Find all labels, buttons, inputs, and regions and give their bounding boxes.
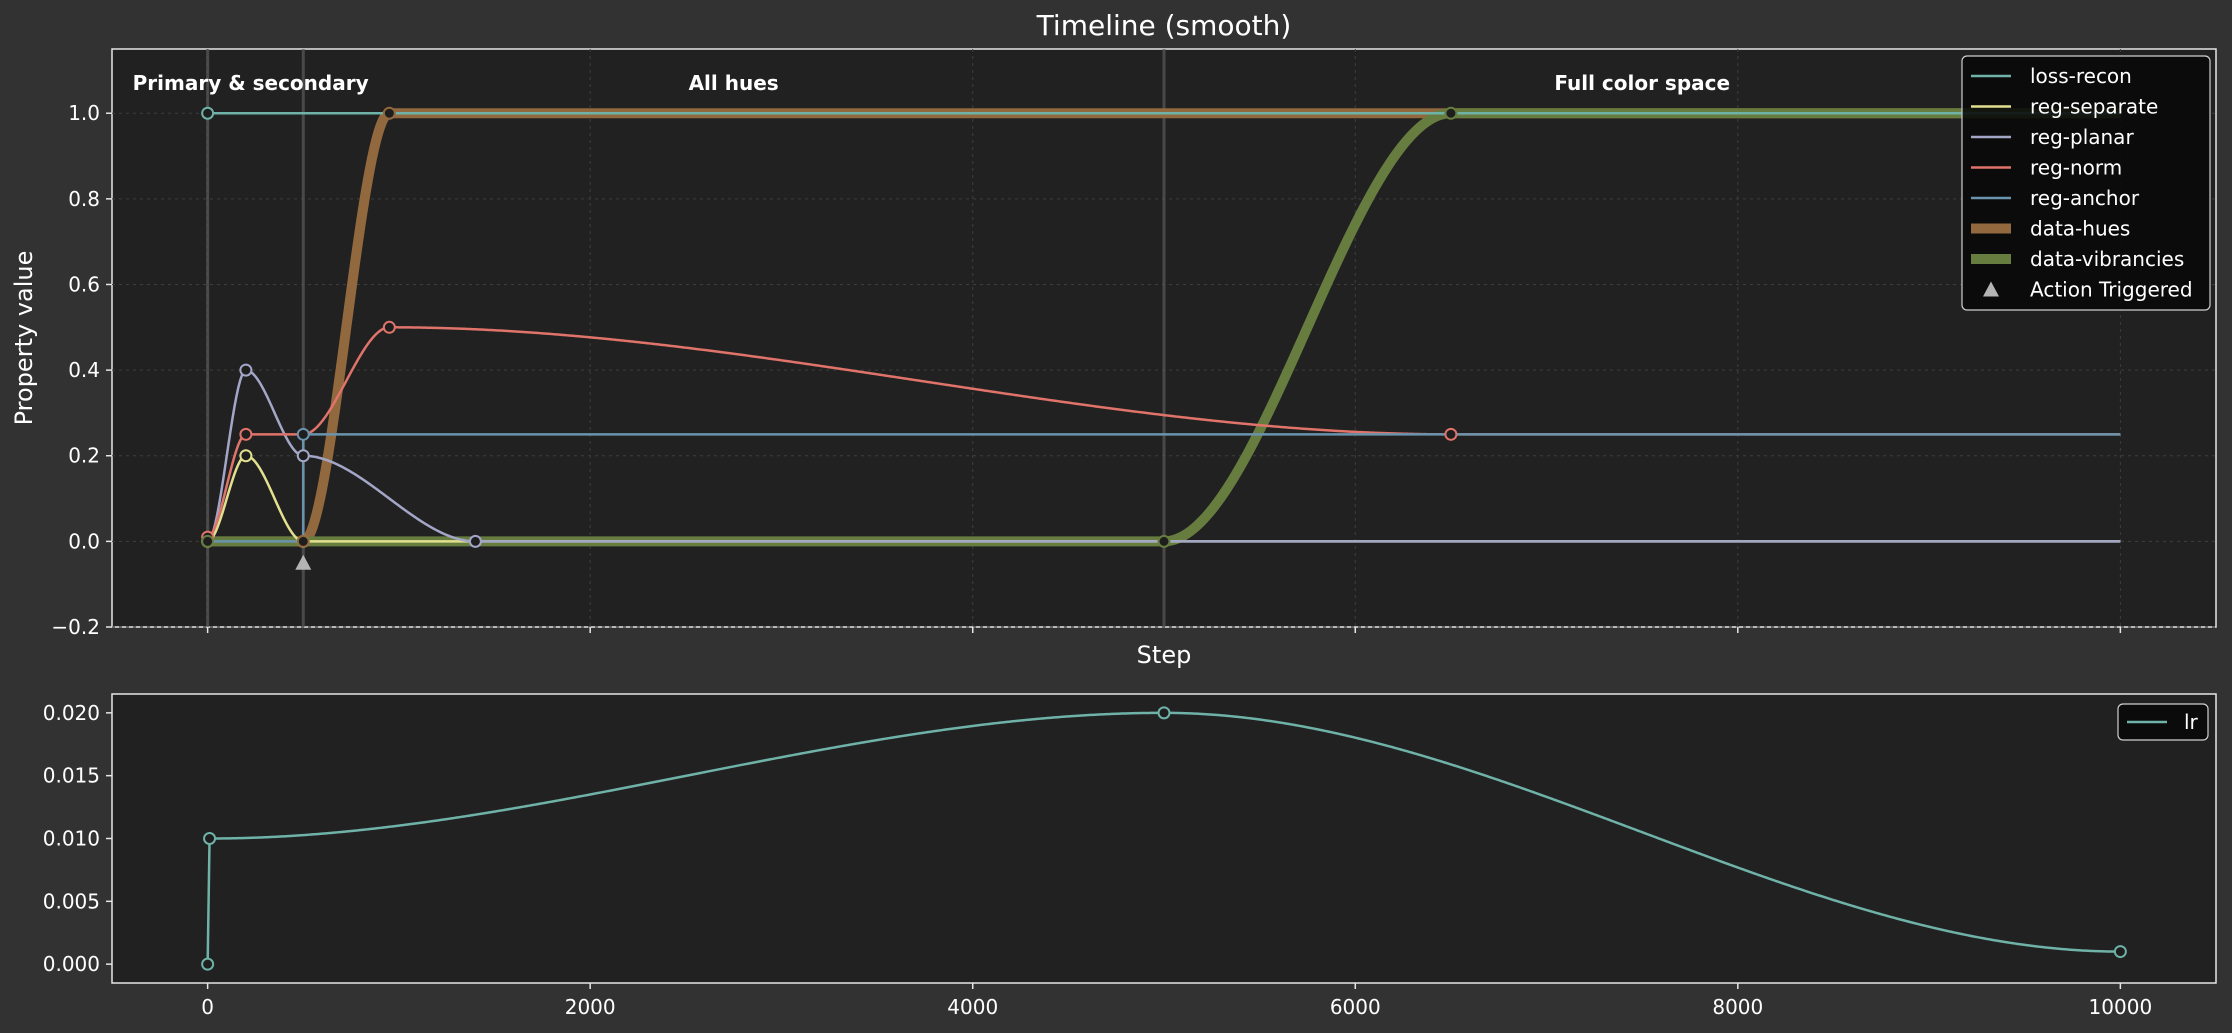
- chart-title: Timeline (smooth): [1036, 9, 1292, 42]
- legend-label: data-hues: [2030, 217, 2130, 241]
- keyframe-marker-lr: [2113, 945, 2127, 959]
- legend-label: lr: [2184, 710, 2199, 734]
- x-tick-label: 0: [201, 995, 214, 1019]
- y-axis-label: Property value: [10, 251, 38, 426]
- y-ticks: −0.2 0.0 0.2 0.4 0.6 0.8 1.0: [51, 101, 112, 639]
- y-tick-label: 0.005: [43, 889, 100, 913]
- y-tick-label: 0.2: [68, 444, 100, 468]
- y-tick-label: 0.8: [68, 187, 100, 211]
- keyframe-markers: [201, 706, 2127, 971]
- keyframe-marker-reg-norm: [239, 427, 253, 441]
- keyframe-marker-data-vibrancies: [1444, 106, 1458, 120]
- x-tick-label: 8000: [1712, 995, 1763, 1019]
- timeline-chart: Timeline (smooth) Primary & secondary All…: [10, 9, 2217, 669]
- x-ticks: 0 2000 4000 6000 8000 10000: [201, 983, 2152, 1019]
- y-tick-label: −0.2: [51, 615, 100, 639]
- keyframe-marker-data-vibrancies: [201, 534, 215, 548]
- keyframe-marker-loss-recon: [201, 106, 215, 120]
- keyframe-marker-reg-separate: [239, 449, 253, 463]
- keyframe-marker-reg-norm: [382, 320, 396, 334]
- series-line-reg-anchor: [207, 433, 2121, 543]
- keyframe-marker-data-vibrancies: [1157, 534, 1171, 548]
- keyframe-marker-reg-planar: [296, 449, 310, 463]
- lr-chart: 0.000 0.005 0.010 0.015 0.020 0 2000 4000 6000 8…: [43, 693, 2217, 1019]
- y-tick-label: 0.020: [43, 701, 100, 725]
- y-tick-label: 0.0: [68, 529, 100, 553]
- x-tick-label: 4000: [947, 995, 998, 1019]
- legend: loss-recon reg-separate reg-planar reg-norm…: [1961, 55, 2211, 311]
- legend-swatch-action: [1983, 281, 1999, 297]
- legend-label: reg-norm: [2030, 156, 2122, 180]
- phase-label: Primary & secondary: [133, 71, 369, 95]
- keyframe-marker-lr: [203, 832, 217, 845]
- phase-label: Full color space: [1554, 71, 1730, 95]
- y-tick-label: 0.000: [43, 952, 100, 976]
- legend-label: reg-anchor: [2030, 186, 2140, 210]
- legend-label: data-vibrancies: [2030, 247, 2184, 271]
- y-tick-label: 0.4: [68, 358, 100, 382]
- x-tick-label: 2000: [565, 995, 616, 1019]
- x-ticks: [206, 627, 2122, 633]
- keyframe-marker-reg-planar: [468, 534, 482, 548]
- action-markers: [295, 554, 312, 570]
- y-ticks: 0.000 0.005 0.010 0.015 0.020: [43, 701, 112, 976]
- keyframe-marker-data-hues: [382, 106, 396, 120]
- phase-labels: Primary & secondary All hues Full color sp…: [133, 71, 1730, 95]
- keyframe-marker-data-hues: [296, 534, 310, 548]
- x-tick-label: 10000: [2089, 995, 2153, 1019]
- keyframe-marker-lr: [1157, 706, 1171, 720]
- keyframe-marker-reg-norm: [1444, 427, 1458, 441]
- phase-label: All hues: [689, 71, 779, 95]
- x-axis-label: Step: [1137, 641, 1192, 669]
- keyframe-marker-reg-planar: [239, 363, 253, 377]
- action-triggered-marker: [295, 554, 312, 570]
- x-tick-label: 6000: [1330, 995, 1381, 1019]
- y-tick-label: 0.010: [43, 827, 100, 851]
- plot-area: [111, 693, 2217, 984]
- legend-label: reg-planar: [2030, 125, 2134, 149]
- legend-box: [1961, 55, 2211, 311]
- y-tick-label: 0.6: [68, 272, 100, 296]
- legend-label: loss-recon: [2030, 64, 2132, 88]
- keyframe-marker-reg-anchor: [296, 427, 310, 441]
- keyframe-markers: [201, 106, 1458, 548]
- y-tick-label: 1.0: [68, 101, 100, 125]
- legend-label: reg-separate: [2030, 95, 2158, 119]
- keyframe-marker-lr: [201, 957, 215, 971]
- y-tick-label: 0.015: [43, 764, 100, 788]
- legend: lr: [2117, 703, 2209, 741]
- legend-label: Action Triggered: [2030, 278, 2193, 302]
